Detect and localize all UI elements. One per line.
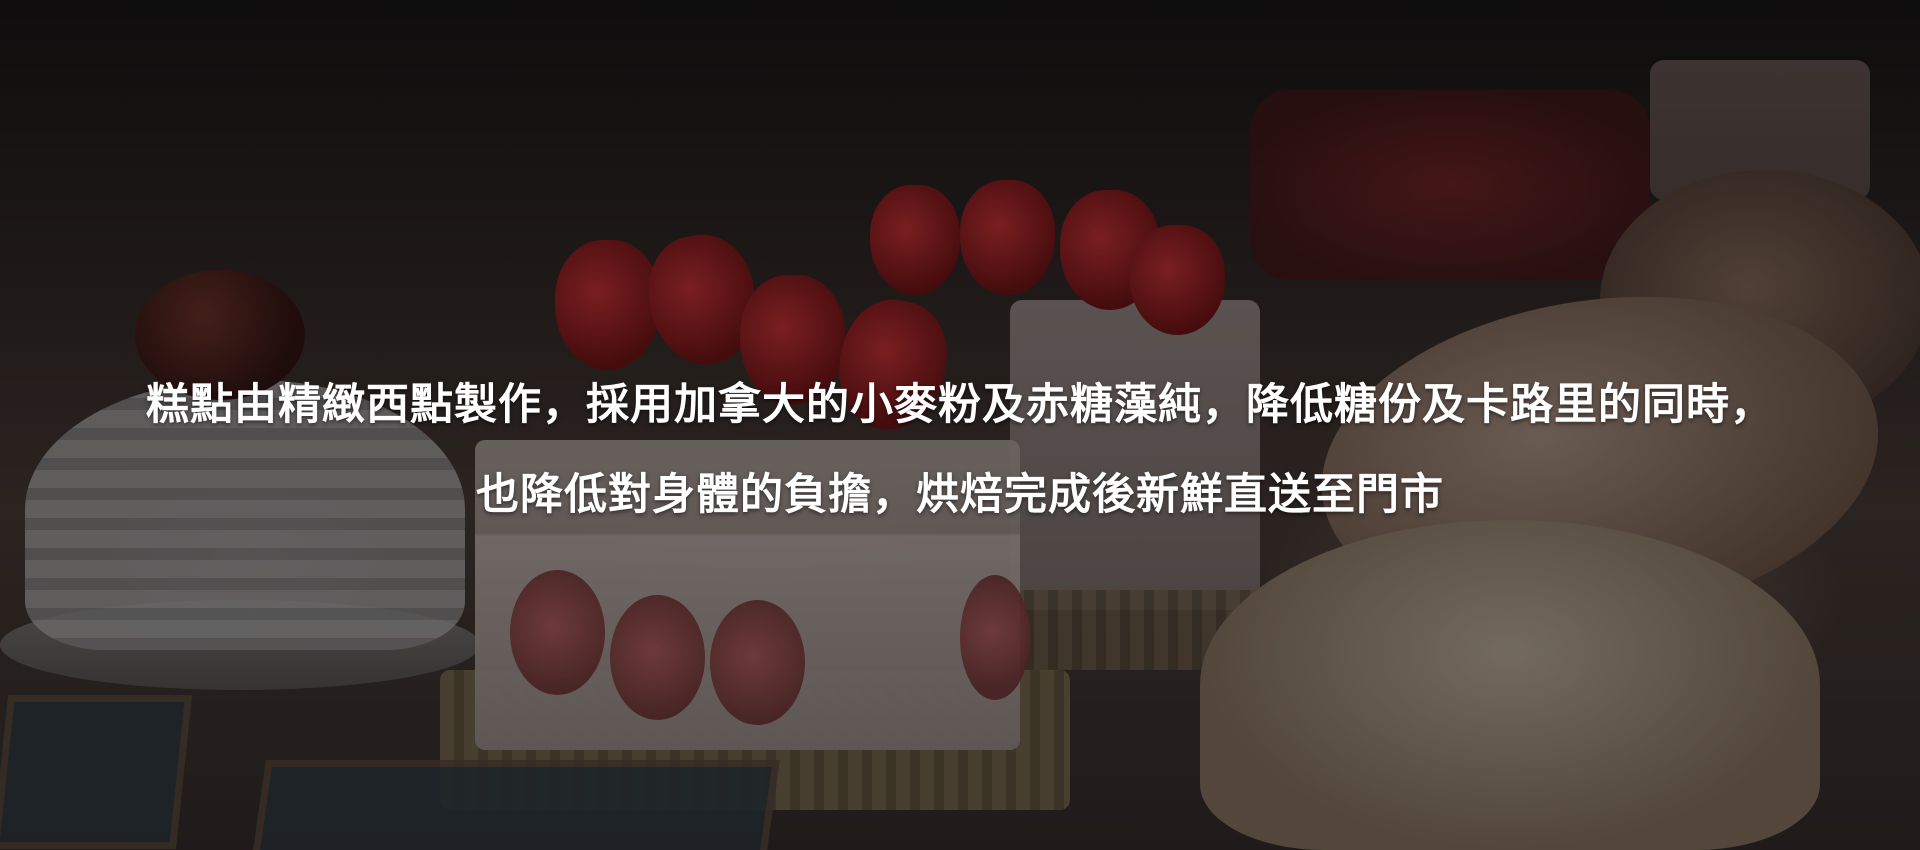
hero-description-line-2: 也降低對身體的負擔，烘焙完成後新鮮直送至門市 bbox=[0, 450, 1920, 540]
hero-description: 糕點由精緻西點製作，採用加拿大的小麥粉及赤糖藻純，降低糖份及卡路里的同時， 也降… bbox=[0, 360, 1920, 540]
hero-description-line-1: 糕點由精緻西點製作，採用加拿大的小麥粉及赤糖藻純，降低糖份及卡路里的同時， bbox=[0, 360, 1920, 450]
